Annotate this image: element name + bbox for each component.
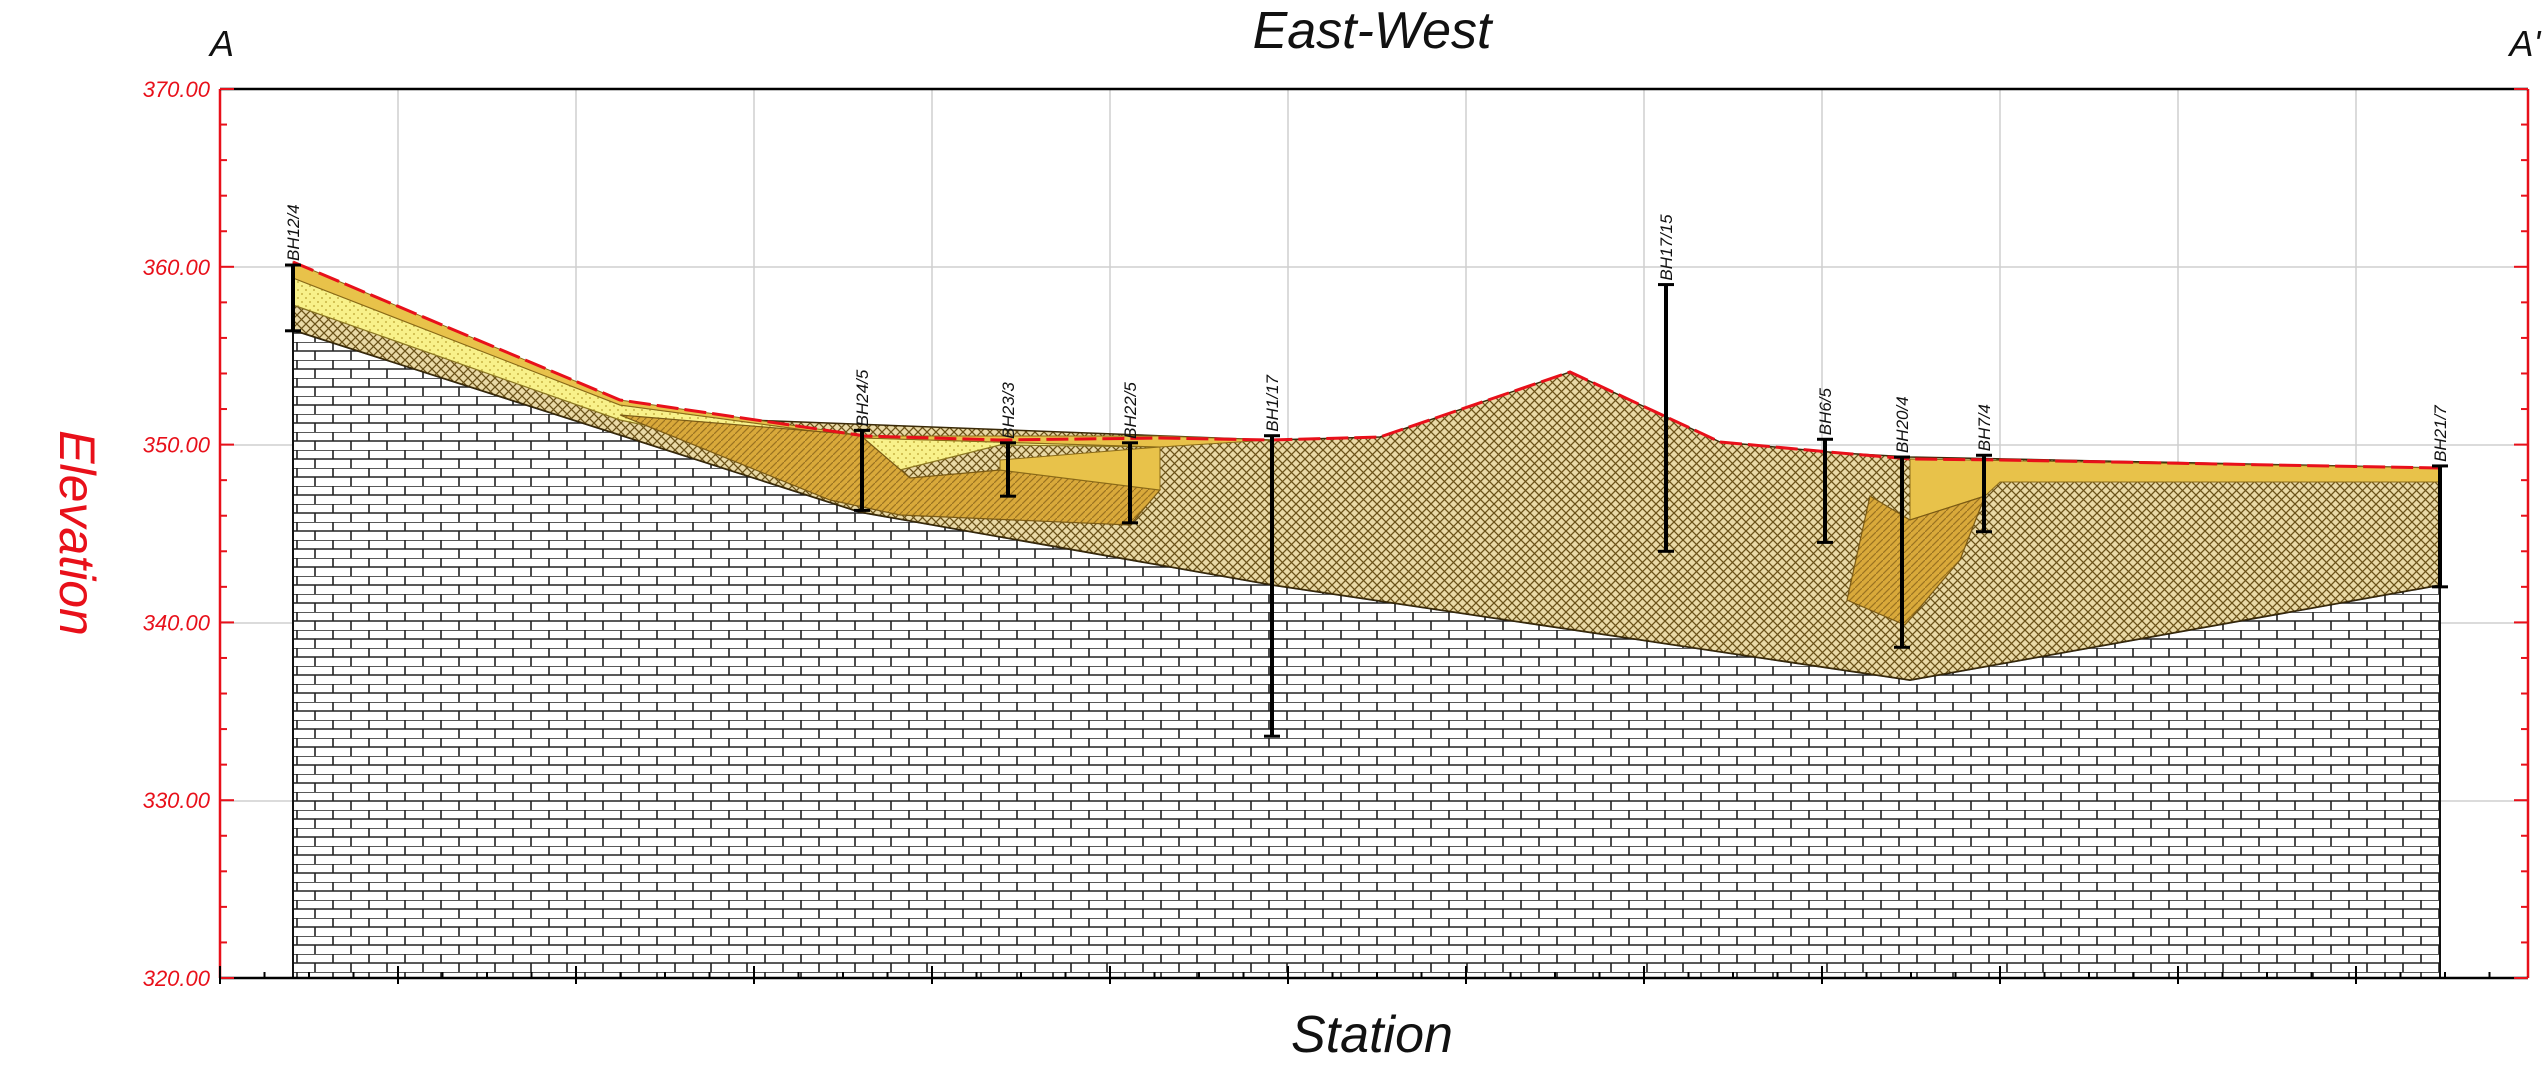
boreholes: BH12/4 BH24/5 BH23/3 BH22/5 BH1/17 BH17/15 BH6… [284,204,2450,738]
y-axis-label: Elevation [49,430,105,636]
x-axis-label: Station [1291,1006,1453,1064]
chart-title: East-West [1253,2,1494,60]
borehole-label: BH7/4 [1975,404,1994,451]
y-tick-label: 320.00 [143,966,211,991]
y-tick-label: 370.00 [143,77,211,102]
borehole-label: BH12/4 [284,204,303,261]
gravel-channel-east [1846,495,1987,626]
borehole-label: BH6/5 [1816,387,1835,435]
section-label-left: A [208,23,234,64]
borehole-label: BH20/4 [1893,396,1912,453]
borehole-label: BH17/15 [1657,214,1676,281]
axes: 370.00 360.00 350.00 340.00 330.00 320.00 [143,77,2530,991]
y-tick-label: 340.00 [143,610,211,635]
ground-surface-line [292,260,2441,470]
borehole-label: BH23/3 [999,382,1018,439]
borehole-label: BH1/17 [1263,374,1282,431]
y-tick-label: 360.00 [143,255,211,280]
borehole-label: BH24/5 [853,369,872,426]
section-label-right: A' [2508,23,2542,64]
borehole-label: BH22/5 [1121,382,1140,439]
gravel-lens-west-2 [999,446,1161,491]
strata [292,260,2441,979]
y-tick-label: 330.00 [143,788,211,813]
y-tick-label: 350.00 [143,433,211,458]
borehole-label: BH21/7 [2431,405,2450,462]
